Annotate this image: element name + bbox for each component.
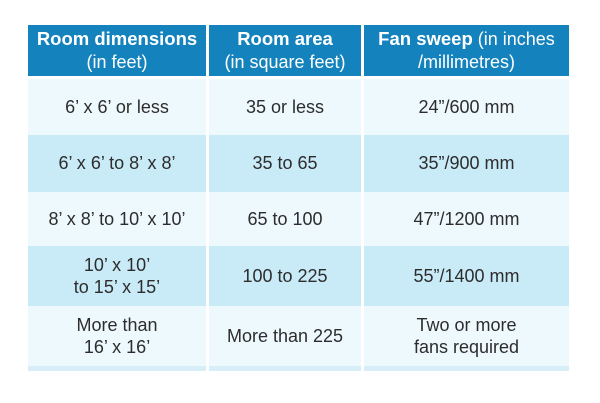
table-row: 10’ x 10’ to 15’ x 15’ 100 to 225 55”/14… [28, 246, 569, 306]
table-row: 8’ x 8’ to 10’ x 10’ 65 to 100 47”/1200 … [28, 192, 569, 246]
cell-dimensions: 6’ x 6’ to 8’ x 8’ [28, 135, 206, 192]
header-room-area: Room area (in square feet) [209, 25, 361, 79]
table-row: More than 16’ x 16’ More than 225 Two or… [28, 306, 569, 371]
header-room-dimensions-title: Room dimensions [36, 27, 198, 49]
table-row: 6’ x 6’ to 8’ x 8’ 35 to 65 35”/900 mm [28, 135, 569, 192]
cell-sweep: 24”/600 mm [364, 79, 569, 135]
header-room-dimensions-unit: (in feet) [86, 52, 148, 72]
cell-dimensions: More than 16’ x 16’ [28, 306, 206, 371]
cell-area: 65 to 100 [209, 192, 361, 246]
cell-area: 35 to 65 [209, 135, 361, 192]
cell-area: 35 or less [209, 79, 361, 135]
table-row: 6’ x 6’ or less 35 or less 24”/600 mm [28, 79, 569, 135]
cell-dimensions: 10’ x 10’ to 15’ x 15’ [28, 246, 206, 306]
cell-dimensions: 8’ x 8’ to 10’ x 10’ [28, 192, 206, 246]
fan-size-table: Room dimensions (in feet) Room area (in … [25, 25, 572, 371]
header-fan-sweep-unit: (in inches /millimetres) [418, 28, 555, 72]
cell-sweep: 35”/900 mm [364, 135, 569, 192]
header-room-dimensions: Room dimensions (in feet) [28, 25, 206, 79]
cell-sweep: 47”/1200 mm [364, 192, 569, 246]
header-room-area-title: Room area [237, 27, 333, 49]
header-fan-sweep: Fan sweep (in inches /millimetres) [364, 25, 569, 79]
cell-sweep: Two or more fans required [364, 306, 569, 371]
cell-dimensions: 6’ x 6’ or less [28, 79, 206, 135]
header-room-area-unit: (in square feet) [224, 52, 346, 72]
header-fan-sweep-title: Fan sweep [378, 27, 473, 49]
cell-area: 100 to 225 [209, 246, 361, 306]
cell-area: More than 225 [209, 306, 361, 371]
cell-sweep: 55”/1400 mm [364, 246, 569, 306]
table-header-row: Room dimensions (in feet) Room area (in … [28, 25, 569, 79]
